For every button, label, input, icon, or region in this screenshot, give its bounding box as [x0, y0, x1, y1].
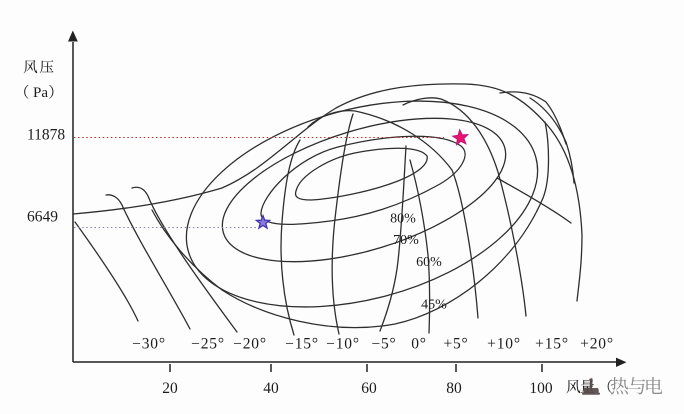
svg-text:−10°: −10°: [326, 336, 360, 353]
svg-text:80%: 80%: [390, 212, 416, 227]
svg-text:−15°: −15°: [285, 336, 319, 353]
svg-text:40: 40: [263, 380, 279, 397]
svg-text:−5°: −5°: [371, 336, 396, 353]
svg-text:+15°: +15°: [535, 336, 569, 353]
svg-text:−20°: −20°: [233, 336, 267, 353]
svg-text:100: 100: [529, 380, 553, 397]
svg-text:+10°: +10°: [487, 336, 521, 353]
svg-text:60: 60: [361, 380, 377, 397]
svg-text:20: 20: [162, 380, 178, 397]
svg-text:70%: 70%: [393, 233, 419, 248]
svg-text:45%: 45%: [421, 298, 447, 313]
svg-text:−25°: −25°: [191, 336, 225, 353]
svg-text:80: 80: [446, 380, 462, 397]
svg-text:60%: 60%: [416, 255, 442, 270]
svg-text:+20°: +20°: [580, 336, 614, 353]
svg-text:11878: 11878: [27, 127, 65, 144]
svg-text:0°: 0°: [411, 336, 427, 353]
svg-text:6649: 6649: [27, 209, 58, 226]
svg-text:+5°: +5°: [443, 336, 468, 353]
svg-text:Pa: Pa: [33, 85, 48, 101]
svg-text:−30°: −30°: [132, 336, 166, 353]
